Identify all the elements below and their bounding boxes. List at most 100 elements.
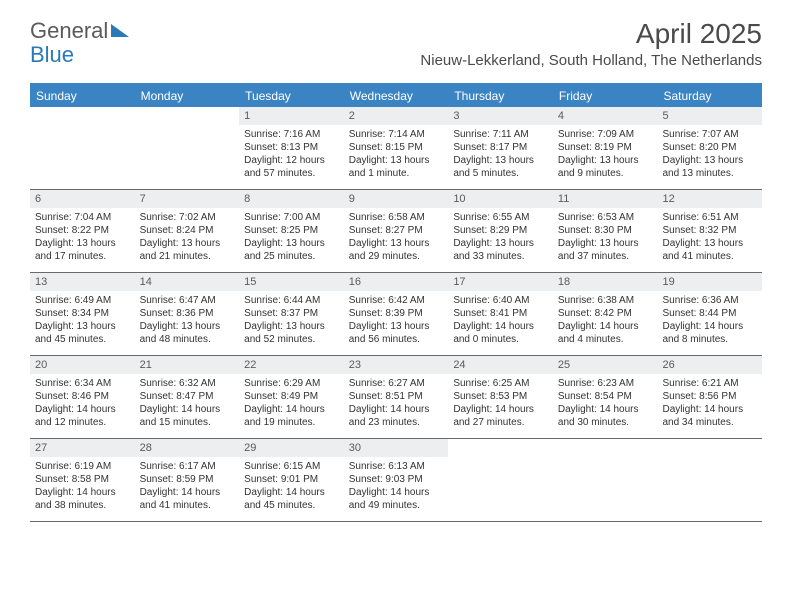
day-cell: 16Sunrise: 6:42 AMSunset: 8:39 PMDayligh… (344, 273, 449, 355)
sunset-text: Sunset: 8:29 PM (453, 224, 548, 237)
day-cell: . (448, 439, 553, 521)
day-details: Sunrise: 6:25 AMSunset: 8:53 PMDaylight:… (448, 374, 553, 433)
sunset-text: Sunset: 8:25 PM (244, 224, 339, 237)
sunrise-text: Sunrise: 7:02 AM (140, 211, 235, 224)
location-text: Nieuw-Lekkerland, South Holland, The Net… (420, 52, 762, 69)
sunrise-text: Sunrise: 7:16 AM (244, 128, 339, 141)
weeks-container: ..1Sunrise: 7:16 AMSunset: 8:13 PMDaylig… (30, 107, 762, 522)
sunrise-text: Sunrise: 6:53 AM (558, 211, 653, 224)
day-cell: 15Sunrise: 6:44 AMSunset: 8:37 PMDayligh… (239, 273, 344, 355)
day-details: Sunrise: 7:11 AMSunset: 8:17 PMDaylight:… (448, 125, 553, 184)
title-block: April 2025 Nieuw-Lekkerland, South Holla… (420, 18, 762, 69)
weekday-header-row: Sunday Monday Tuesday Wednesday Thursday… (30, 85, 762, 107)
sunset-text: Sunset: 8:44 PM (662, 307, 757, 320)
day-details: Sunrise: 6:40 AMSunset: 8:41 PMDaylight:… (448, 291, 553, 350)
day-cell: 4Sunrise: 7:09 AMSunset: 8:19 PMDaylight… (553, 107, 658, 189)
day-details: Sunrise: 7:02 AMSunset: 8:24 PMDaylight:… (135, 208, 240, 267)
sunrise-text: Sunrise: 6:36 AM (662, 294, 757, 307)
day-cell: 10Sunrise: 6:55 AMSunset: 8:29 PMDayligh… (448, 190, 553, 272)
day-number: 27 (30, 439, 135, 457)
daylight-text: Daylight: 14 hours and 45 minutes. (244, 486, 339, 512)
day-cell: 21Sunrise: 6:32 AMSunset: 8:47 PMDayligh… (135, 356, 240, 438)
sunrise-text: Sunrise: 6:19 AM (35, 460, 130, 473)
day-cell: 8Sunrise: 7:00 AMSunset: 8:25 PMDaylight… (239, 190, 344, 272)
weekday-header: Friday (553, 85, 658, 107)
logo-text-blue: Blue (30, 42, 74, 68)
page-header: General April 2025 Nieuw-Lekkerland, Sou… (0, 0, 792, 77)
sunset-text: Sunset: 8:41 PM (453, 307, 548, 320)
day-number: 8 (239, 190, 344, 208)
day-number: 13 (30, 273, 135, 291)
daylight-text: Daylight: 13 hours and 17 minutes. (35, 237, 130, 263)
day-cell: 13Sunrise: 6:49 AMSunset: 8:34 PMDayligh… (30, 273, 135, 355)
day-number: 12 (657, 190, 762, 208)
day-cell: 23Sunrise: 6:27 AMSunset: 8:51 PMDayligh… (344, 356, 449, 438)
day-cell: 24Sunrise: 6:25 AMSunset: 8:53 PMDayligh… (448, 356, 553, 438)
daylight-text: Daylight: 13 hours and 1 minute. (349, 154, 444, 180)
daylight-text: Daylight: 13 hours and 48 minutes. (140, 320, 235, 346)
day-number: 19 (657, 273, 762, 291)
daylight-text: Daylight: 14 hours and 34 minutes. (662, 403, 757, 429)
sunset-text: Sunset: 8:51 PM (349, 390, 444, 403)
daylight-text: Daylight: 14 hours and 12 minutes. (35, 403, 130, 429)
day-details: Sunrise: 6:23 AMSunset: 8:54 PMDaylight:… (553, 374, 658, 433)
day-cell: 30Sunrise: 6:13 AMSunset: 9:03 PMDayligh… (344, 439, 449, 521)
day-cell: . (30, 107, 135, 189)
logo-triangle-icon (111, 24, 129, 37)
sunset-text: Sunset: 9:01 PM (244, 473, 339, 486)
weekday-header: Tuesday (239, 85, 344, 107)
day-details: Sunrise: 6:47 AMSunset: 8:36 PMDaylight:… (135, 291, 240, 350)
sunset-text: Sunset: 8:22 PM (35, 224, 130, 237)
sunset-text: Sunset: 8:20 PM (662, 141, 757, 154)
day-number: 11 (553, 190, 658, 208)
sunset-text: Sunset: 8:37 PM (244, 307, 339, 320)
day-cell: 1Sunrise: 7:16 AMSunset: 8:13 PMDaylight… (239, 107, 344, 189)
day-cell: 6Sunrise: 7:04 AMSunset: 8:22 PMDaylight… (30, 190, 135, 272)
sunset-text: Sunset: 8:24 PM (140, 224, 235, 237)
day-number: 17 (448, 273, 553, 291)
sunrise-text: Sunrise: 6:15 AM (244, 460, 339, 473)
daylight-text: Daylight: 13 hours and 5 minutes. (453, 154, 548, 180)
day-number: 6 (30, 190, 135, 208)
day-cell: . (135, 107, 240, 189)
day-details: Sunrise: 6:55 AMSunset: 8:29 PMDaylight:… (448, 208, 553, 267)
day-cell: 20Sunrise: 6:34 AMSunset: 8:46 PMDayligh… (30, 356, 135, 438)
sunrise-text: Sunrise: 6:27 AM (349, 377, 444, 390)
sunrise-text: Sunrise: 6:44 AM (244, 294, 339, 307)
day-number: 25 (553, 356, 658, 374)
day-number: 26 (657, 356, 762, 374)
daylight-text: Daylight: 14 hours and 4 minutes. (558, 320, 653, 346)
sunset-text: Sunset: 8:15 PM (349, 141, 444, 154)
day-number: 2 (344, 107, 449, 125)
sunrise-text: Sunrise: 6:34 AM (35, 377, 130, 390)
day-number: 21 (135, 356, 240, 374)
daylight-text: Daylight: 13 hours and 37 minutes. (558, 237, 653, 263)
daylight-text: Daylight: 14 hours and 23 minutes. (349, 403, 444, 429)
sunset-text: Sunset: 8:49 PM (244, 390, 339, 403)
day-details: Sunrise: 7:07 AMSunset: 8:20 PMDaylight:… (657, 125, 762, 184)
day-cell: 14Sunrise: 6:47 AMSunset: 8:36 PMDayligh… (135, 273, 240, 355)
daylight-text: Daylight: 13 hours and 33 minutes. (453, 237, 548, 263)
daylight-text: Daylight: 14 hours and 27 minutes. (453, 403, 548, 429)
weekday-header: Monday (135, 85, 240, 107)
day-details: Sunrise: 7:00 AMSunset: 8:25 PMDaylight:… (239, 208, 344, 267)
sunrise-text: Sunrise: 6:38 AM (558, 294, 653, 307)
sunset-text: Sunset: 8:19 PM (558, 141, 653, 154)
sunrise-text: Sunrise: 7:00 AM (244, 211, 339, 224)
day-number: 15 (239, 273, 344, 291)
day-cell: 22Sunrise: 6:29 AMSunset: 8:49 PMDayligh… (239, 356, 344, 438)
logo: General (30, 18, 131, 44)
weekday-header: Thursday (448, 85, 553, 107)
day-details: Sunrise: 6:27 AMSunset: 8:51 PMDaylight:… (344, 374, 449, 433)
day-number: 16 (344, 273, 449, 291)
weekday-header: Wednesday (344, 85, 449, 107)
month-title: April 2025 (420, 18, 762, 50)
sunrise-text: Sunrise: 6:42 AM (349, 294, 444, 307)
day-details: Sunrise: 6:53 AMSunset: 8:30 PMDaylight:… (553, 208, 658, 267)
daylight-text: Daylight: 13 hours and 9 minutes. (558, 154, 653, 180)
day-number: 7 (135, 190, 240, 208)
day-details: Sunrise: 6:19 AMSunset: 8:58 PMDaylight:… (30, 457, 135, 516)
sunrise-text: Sunrise: 6:47 AM (140, 294, 235, 307)
sunset-text: Sunset: 8:46 PM (35, 390, 130, 403)
sunset-text: Sunset: 8:17 PM (453, 141, 548, 154)
